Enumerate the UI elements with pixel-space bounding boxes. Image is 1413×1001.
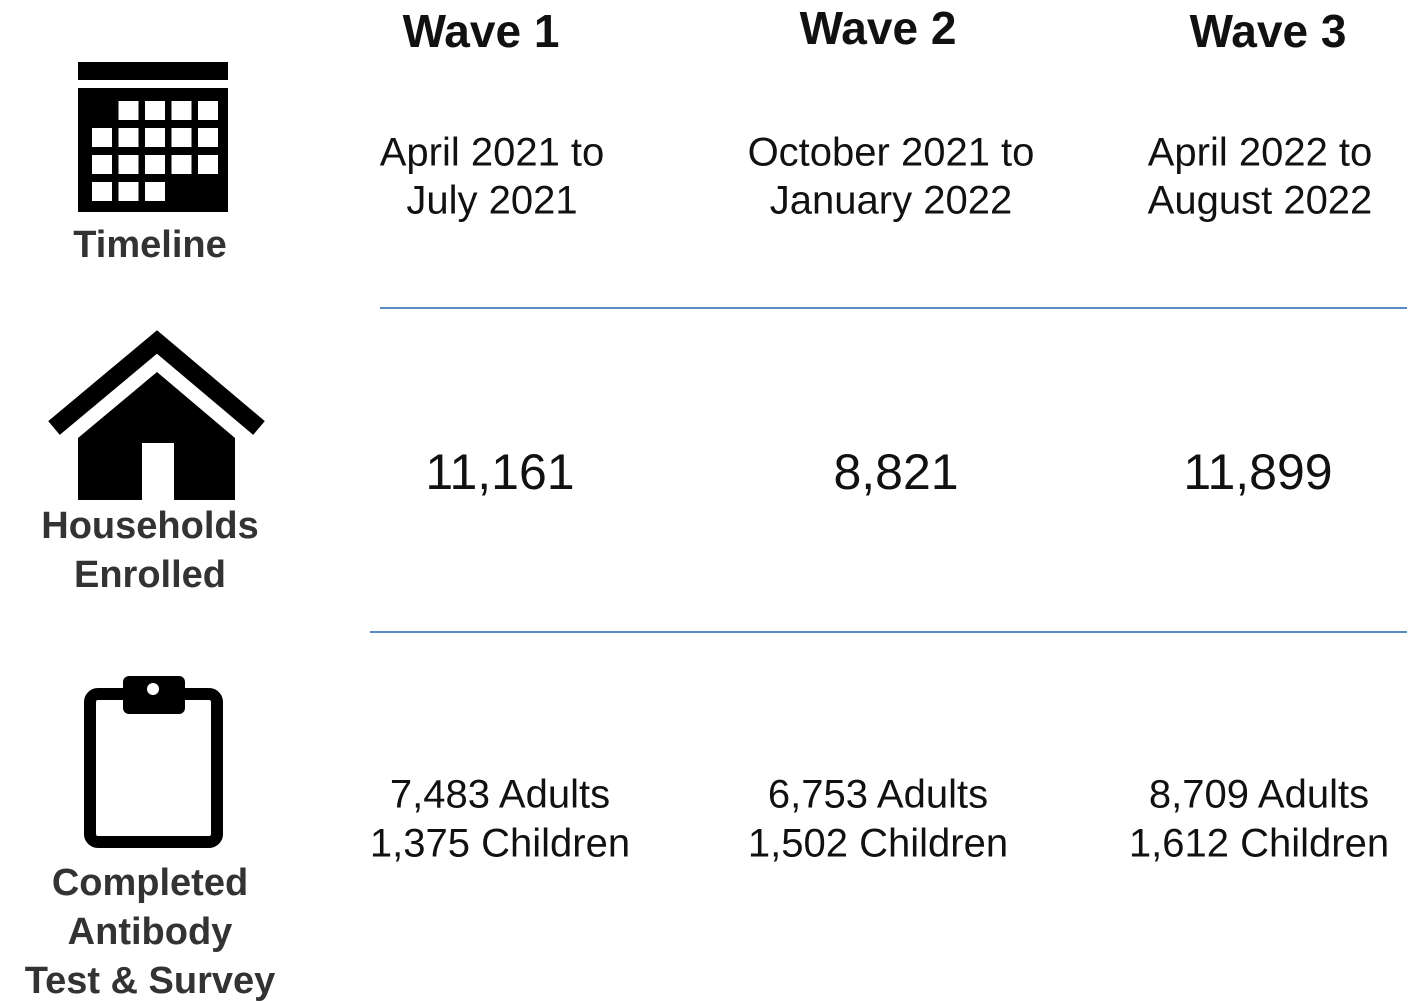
row-label: Test & Survey (25, 960, 276, 1001)
cell-text: January 2022 (770, 179, 1012, 223)
cell-text: 8,821 (833, 444, 958, 500)
clipboard-icon (84, 676, 223, 848)
row-label: Timeline (73, 224, 226, 266)
row-label: Households (41, 505, 258, 547)
cell-text: 1,612 Children (1129, 822, 1389, 866)
cell-text: 6,753 Adults (768, 773, 988, 817)
column-header: Wave 1 (403, 5, 560, 57)
calendar-icon (78, 62, 228, 212)
cell-text: April 2021 to (380, 131, 605, 175)
cell-text: 1,502 Children (748, 822, 1008, 866)
column-header: Wave 3 (1190, 5, 1347, 57)
cell-text: 11,899 (1183, 444, 1332, 500)
cell-text: October 2021 to (748, 131, 1035, 175)
cell-text: July 2021 (406, 179, 577, 223)
cell-text: 1,375 Children (370, 822, 630, 866)
house-icon (48, 330, 265, 500)
cell-text: 8,709 Adults (1149, 773, 1369, 817)
row-label: Enrolled (74, 554, 226, 596)
cell-text: 7,483 Adults (390, 773, 610, 817)
column-header: Wave 2 (800, 2, 957, 54)
cell-text: 11,161 (425, 444, 574, 500)
cell-text: April 2022 to (1148, 131, 1373, 175)
row-label: Antibody (68, 911, 233, 953)
cell-text: August 2022 (1148, 179, 1373, 223)
row-label: Completed (52, 862, 248, 904)
